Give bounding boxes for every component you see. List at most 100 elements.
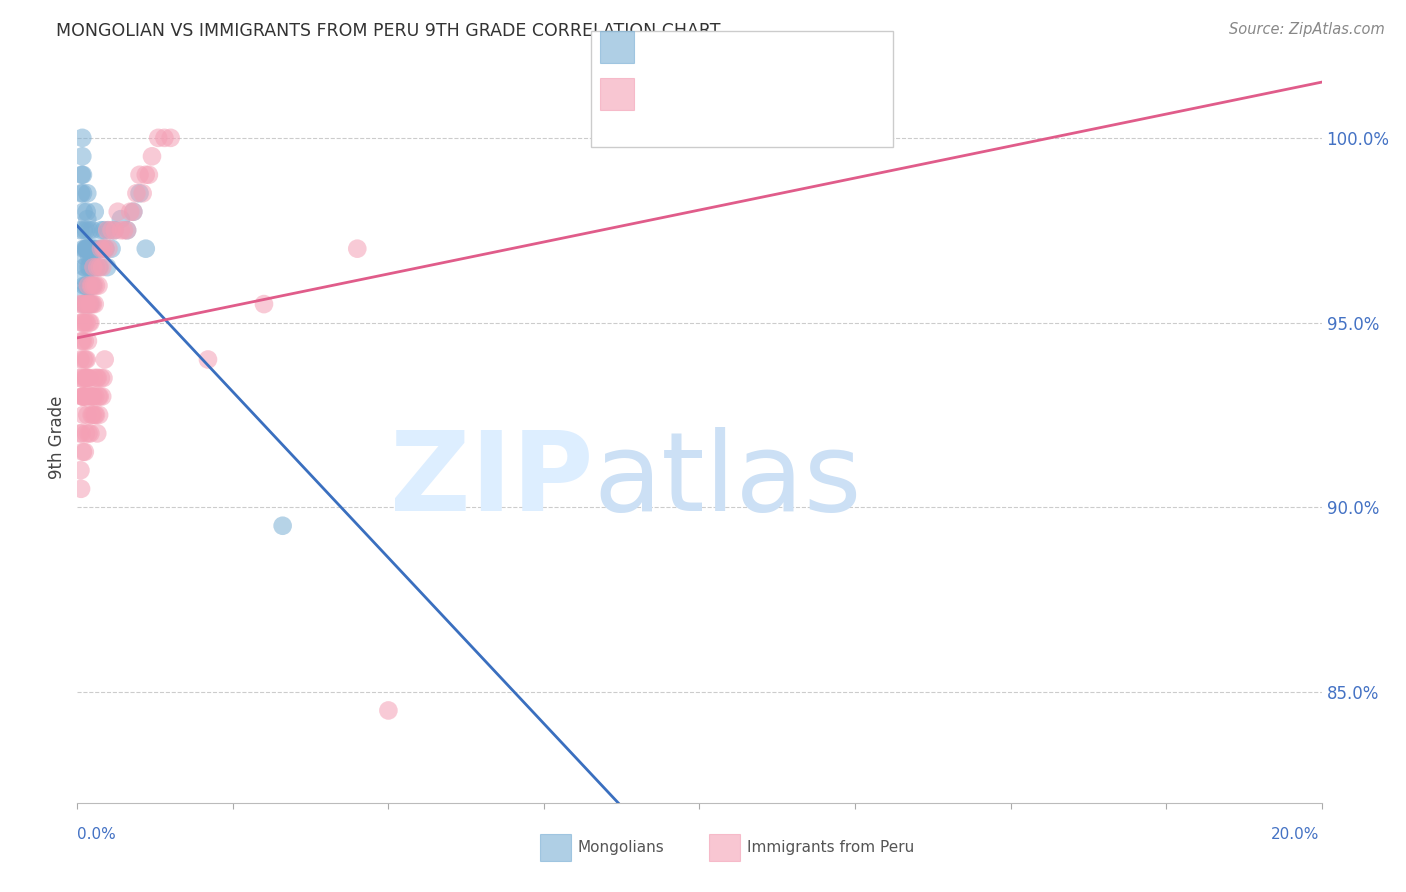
Text: ZIP: ZIP	[391, 427, 593, 534]
Point	[83, 260, 105, 274]
Point	[79, 297, 101, 311]
Point	[72, 389, 94, 403]
Point	[76, 371, 98, 385]
Point	[83, 242, 105, 256]
Point	[346, 242, 368, 256]
Point	[77, 278, 100, 293]
Point	[75, 352, 97, 367]
Point	[84, 260, 107, 274]
Point	[72, 204, 94, 219]
Point	[72, 352, 94, 367]
Point	[115, 223, 138, 237]
Point	[110, 223, 132, 237]
Point	[77, 260, 100, 274]
Point	[73, 260, 96, 274]
Point	[76, 408, 98, 422]
Point	[76, 316, 98, 330]
Point	[75, 316, 97, 330]
Point	[87, 371, 110, 385]
Point	[80, 297, 103, 311]
Point	[86, 242, 108, 256]
Point	[75, 371, 97, 385]
Point	[73, 285, 96, 300]
Point	[70, 297, 93, 311]
Point	[115, 223, 138, 237]
Point	[79, 242, 101, 256]
Point	[79, 260, 101, 274]
Point	[104, 223, 127, 237]
Point	[70, 316, 93, 330]
Point	[72, 334, 94, 348]
Point	[75, 278, 97, 293]
Point	[86, 371, 108, 385]
Point	[131, 186, 153, 201]
Point	[96, 260, 118, 274]
Point	[84, 408, 107, 422]
Point	[82, 278, 104, 293]
Point	[91, 260, 114, 274]
Point	[72, 316, 94, 330]
Point	[128, 186, 150, 201]
Point	[72, 408, 94, 422]
Point	[67, 371, 90, 385]
Point	[77, 278, 100, 293]
Point	[90, 371, 112, 385]
Point	[76, 352, 98, 367]
Point	[79, 426, 101, 441]
Point	[104, 223, 127, 237]
Point	[79, 278, 101, 293]
Point	[80, 278, 103, 293]
Point	[69, 426, 91, 441]
Point	[72, 186, 94, 201]
Point	[94, 242, 117, 256]
Point	[77, 242, 100, 256]
Point	[82, 223, 104, 237]
Point	[86, 260, 108, 274]
Point	[83, 297, 105, 311]
Point	[91, 389, 114, 403]
Point	[79, 316, 101, 330]
Point	[253, 297, 276, 311]
Point	[69, 223, 91, 237]
Point	[77, 334, 100, 348]
Point	[93, 242, 115, 256]
Point	[72, 223, 94, 237]
Point	[128, 168, 150, 182]
Point	[75, 242, 97, 256]
Text: R = 0.312: R = 0.312	[641, 85, 733, 103]
Point	[83, 408, 105, 422]
Point	[75, 371, 97, 385]
Y-axis label: 9th Grade: 9th Grade	[48, 395, 66, 479]
Text: N =  60: N = 60	[769, 38, 837, 56]
Point	[83, 260, 105, 274]
Point	[148, 131, 170, 145]
Point	[72, 389, 94, 403]
Point	[107, 204, 129, 219]
Point	[135, 168, 157, 182]
Point	[77, 249, 100, 263]
Point	[77, 223, 100, 237]
Point	[87, 278, 110, 293]
Point	[69, 297, 91, 311]
Point	[80, 389, 103, 403]
Point	[82, 278, 104, 293]
Point	[100, 223, 122, 237]
Point	[76, 389, 98, 403]
Point	[79, 297, 101, 311]
Text: atlas: atlas	[593, 427, 862, 534]
Point	[100, 242, 122, 256]
Point	[77, 371, 100, 385]
Point	[75, 297, 97, 311]
Point	[75, 260, 97, 274]
Text: MONGOLIAN VS IMMIGRANTS FROM PERU 9TH GRADE CORRELATION CHART: MONGOLIAN VS IMMIGRANTS FROM PERU 9TH GR…	[56, 22, 721, 40]
Point	[83, 278, 105, 293]
Point	[72, 242, 94, 256]
Point	[70, 482, 93, 496]
Point	[125, 186, 148, 201]
Point	[93, 223, 115, 237]
Text: 0.0%: 0.0%	[77, 827, 117, 841]
Point	[76, 297, 98, 311]
Point	[93, 352, 115, 367]
Point	[96, 223, 118, 237]
Point	[159, 131, 181, 145]
